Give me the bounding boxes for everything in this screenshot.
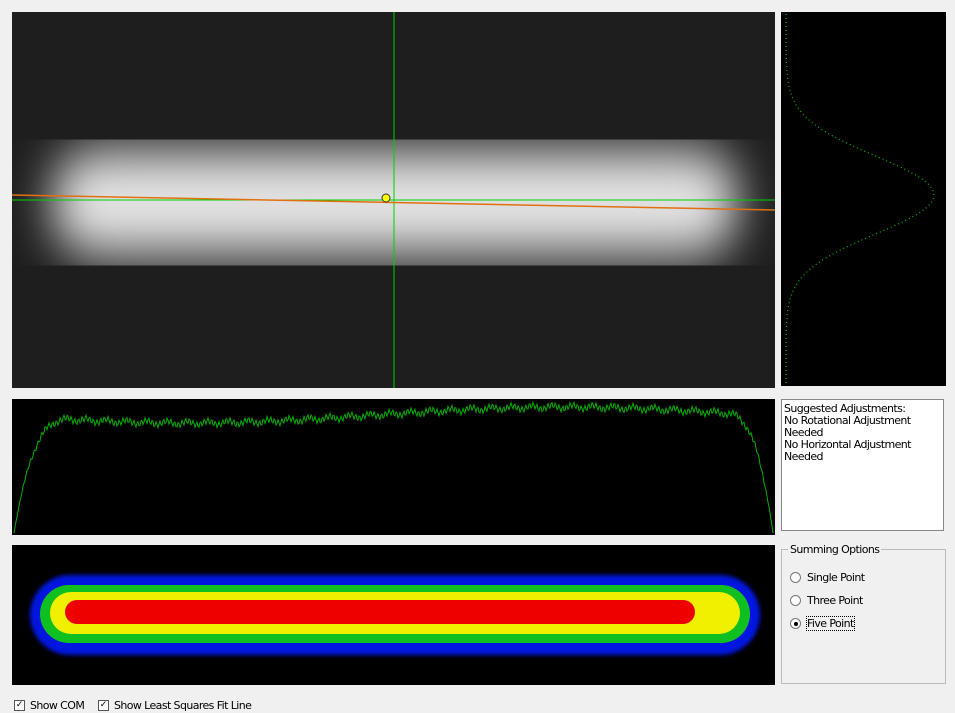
vertical-profile-curve [785,13,935,384]
radio-option[interactable]: Three Point [790,594,863,607]
checkbox-label: Show Least Squares Fit Line [114,699,252,712]
radio-label: Single Point [807,571,865,584]
vertical-profile [781,12,946,386]
group-title: Summing Options [788,543,882,556]
checkbox-option[interactable]: ✓ Show COM [14,699,85,712]
adjustment-line: No Horizontal Adjustment Needed [784,438,911,463]
radio-option[interactable]: Single Point [790,571,865,584]
adjustment-line: No Rotational Adjustment Needed [784,414,911,439]
checkbox[interactable]: ✓ [98,700,109,711]
radio-label: Five Point [806,616,855,631]
com-marker [381,193,391,203]
checkbox-label: Show COM [30,699,85,712]
horizontal-profile-curve [13,400,774,534]
radio-label: Three Point [807,594,863,607]
radio-button[interactable] [790,572,801,583]
radio-button[interactable] [790,595,801,606]
checkbox-option[interactable]: ✓ Show Least Squares Fit Line [98,699,252,712]
fit-line [11,194,776,211]
level-red [65,600,695,624]
views [11,12,946,685]
adjustments-heading: Suggested Adjustments: [784,402,906,415]
checkbox[interactable]: ✓ [14,700,25,711]
adjustments-box: Suggested Adjustments: No Rotational Adj… [781,399,944,531]
horizontal-profile [12,399,775,535]
radio-button[interactable] [790,618,801,629]
radio-option[interactable]: Five Point [790,616,855,631]
